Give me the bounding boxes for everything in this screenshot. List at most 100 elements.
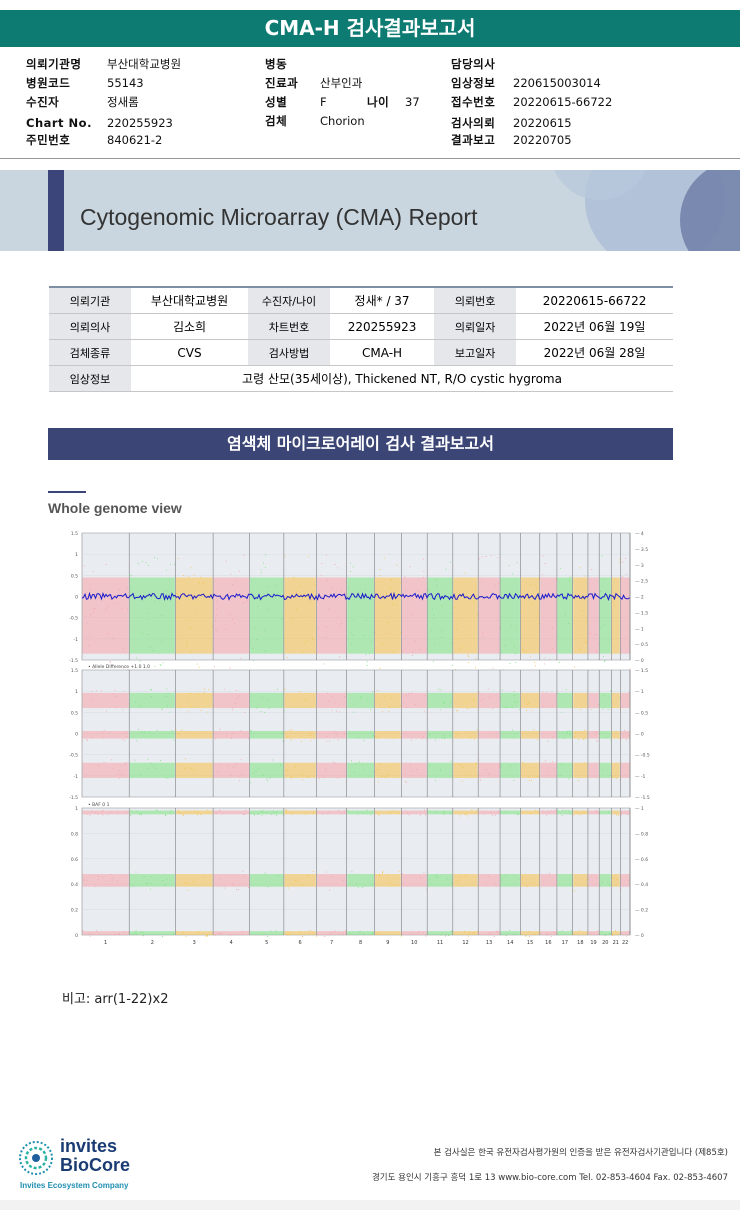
data-point [321, 813, 323, 815]
data-point [182, 932, 184, 933]
table-header-cell: 의뢰기관 [49, 286, 131, 314]
data-point [176, 592, 178, 594]
y-tick-label: — 3.5 [635, 547, 648, 553]
info-value: 840621-2 [107, 133, 163, 147]
data-point [534, 809, 536, 811]
data-point [344, 812, 346, 814]
data-point [539, 622, 540, 624]
data-point [443, 701, 445, 703]
data-point [345, 933, 347, 935]
data-band [611, 730, 620, 739]
data-point [296, 591, 298, 593]
data-point [551, 648, 553, 649]
table-header-cell: 검체종류 [49, 339, 131, 366]
data-point [546, 934, 548, 936]
data-point [470, 736, 472, 738]
data-band [175, 762, 213, 778]
data-point [82, 740, 83, 741]
data-point [116, 880, 118, 882]
data-point [610, 933, 612, 935]
data-point [132, 885, 134, 887]
data-point [276, 814, 277, 816]
data-point [558, 661, 560, 663]
data-point [331, 588, 333, 590]
data-point [379, 667, 381, 669]
data-point [389, 766, 391, 768]
data-point [597, 703, 599, 705]
data-point [334, 762, 336, 764]
data-point [296, 609, 298, 611]
data-point [273, 813, 275, 815]
data-band [540, 931, 557, 935]
data-point [610, 690, 612, 692]
data-point [244, 875, 245, 877]
data-point [490, 812, 492, 814]
table-header-cell: 수진자/나이 [248, 286, 331, 314]
data-point [485, 881, 487, 883]
data-point [501, 689, 503, 691]
data-point [580, 732, 582, 734]
data-band [557, 810, 573, 815]
data-point [358, 761, 360, 763]
data-point [189, 811, 191, 813]
data-point [582, 610, 584, 612]
data-band [478, 874, 500, 887]
data-band [427, 931, 453, 935]
data-point [455, 669, 457, 670]
data-point [86, 740, 88, 742]
data-point [474, 586, 476, 588]
data-point [257, 768, 259, 770]
data-point [233, 766, 235, 768]
data-point [590, 633, 592, 635]
data-point [101, 690, 102, 692]
data-point [441, 737, 442, 739]
data-point [184, 767, 186, 769]
data-point [500, 765, 502, 767]
data-band [453, 692, 478, 709]
data-point [324, 598, 325, 600]
data-point [216, 608, 218, 610]
data-band [82, 730, 129, 739]
banner-title: Cytogenomic Microarray (CMA) Report [80, 204, 478, 230]
data-point [112, 694, 114, 696]
data-point [379, 568, 381, 570]
data-point [507, 706, 509, 708]
data-point [371, 933, 373, 935]
data-point [423, 570, 425, 572]
data-point [435, 780, 436, 782]
data-point [342, 933, 344, 935]
data-point [126, 735, 128, 737]
data-point [192, 769, 194, 771]
data-point [542, 691, 544, 693]
data-point [525, 935, 527, 937]
data-band [599, 730, 611, 739]
info-label: 담당의사 [451, 57, 496, 71]
data-point [425, 935, 427, 937]
data-point [266, 585, 268, 587]
data-point [397, 812, 399, 814]
data-point [389, 812, 391, 814]
data-point [293, 576, 295, 578]
data-point [596, 731, 598, 733]
data-band [401, 762, 427, 778]
data-point [143, 731, 145, 733]
data-point [135, 871, 137, 873]
data-point [376, 933, 378, 935]
data-band [620, 692, 630, 709]
data-point [569, 730, 571, 732]
data-point [172, 595, 174, 597]
data-point [243, 602, 245, 604]
data-band [453, 730, 478, 739]
table-row: 의뢰기관 부산대학교병원 수진자/나이 정새* / 37 의뢰번호 202206… [49, 286, 673, 314]
info-label: 수진자 [26, 95, 60, 109]
data-point [607, 696, 609, 698]
data-point [361, 886, 363, 888]
data-point [166, 696, 168, 698]
info-col1-row1: 의뢰기관명 [26, 57, 81, 71]
data-point [150, 599, 152, 601]
data-point [301, 740, 302, 742]
data-point [109, 598, 111, 600]
data-point [183, 814, 184, 816]
data-point [509, 663, 511, 664]
data-point [430, 630, 432, 632]
